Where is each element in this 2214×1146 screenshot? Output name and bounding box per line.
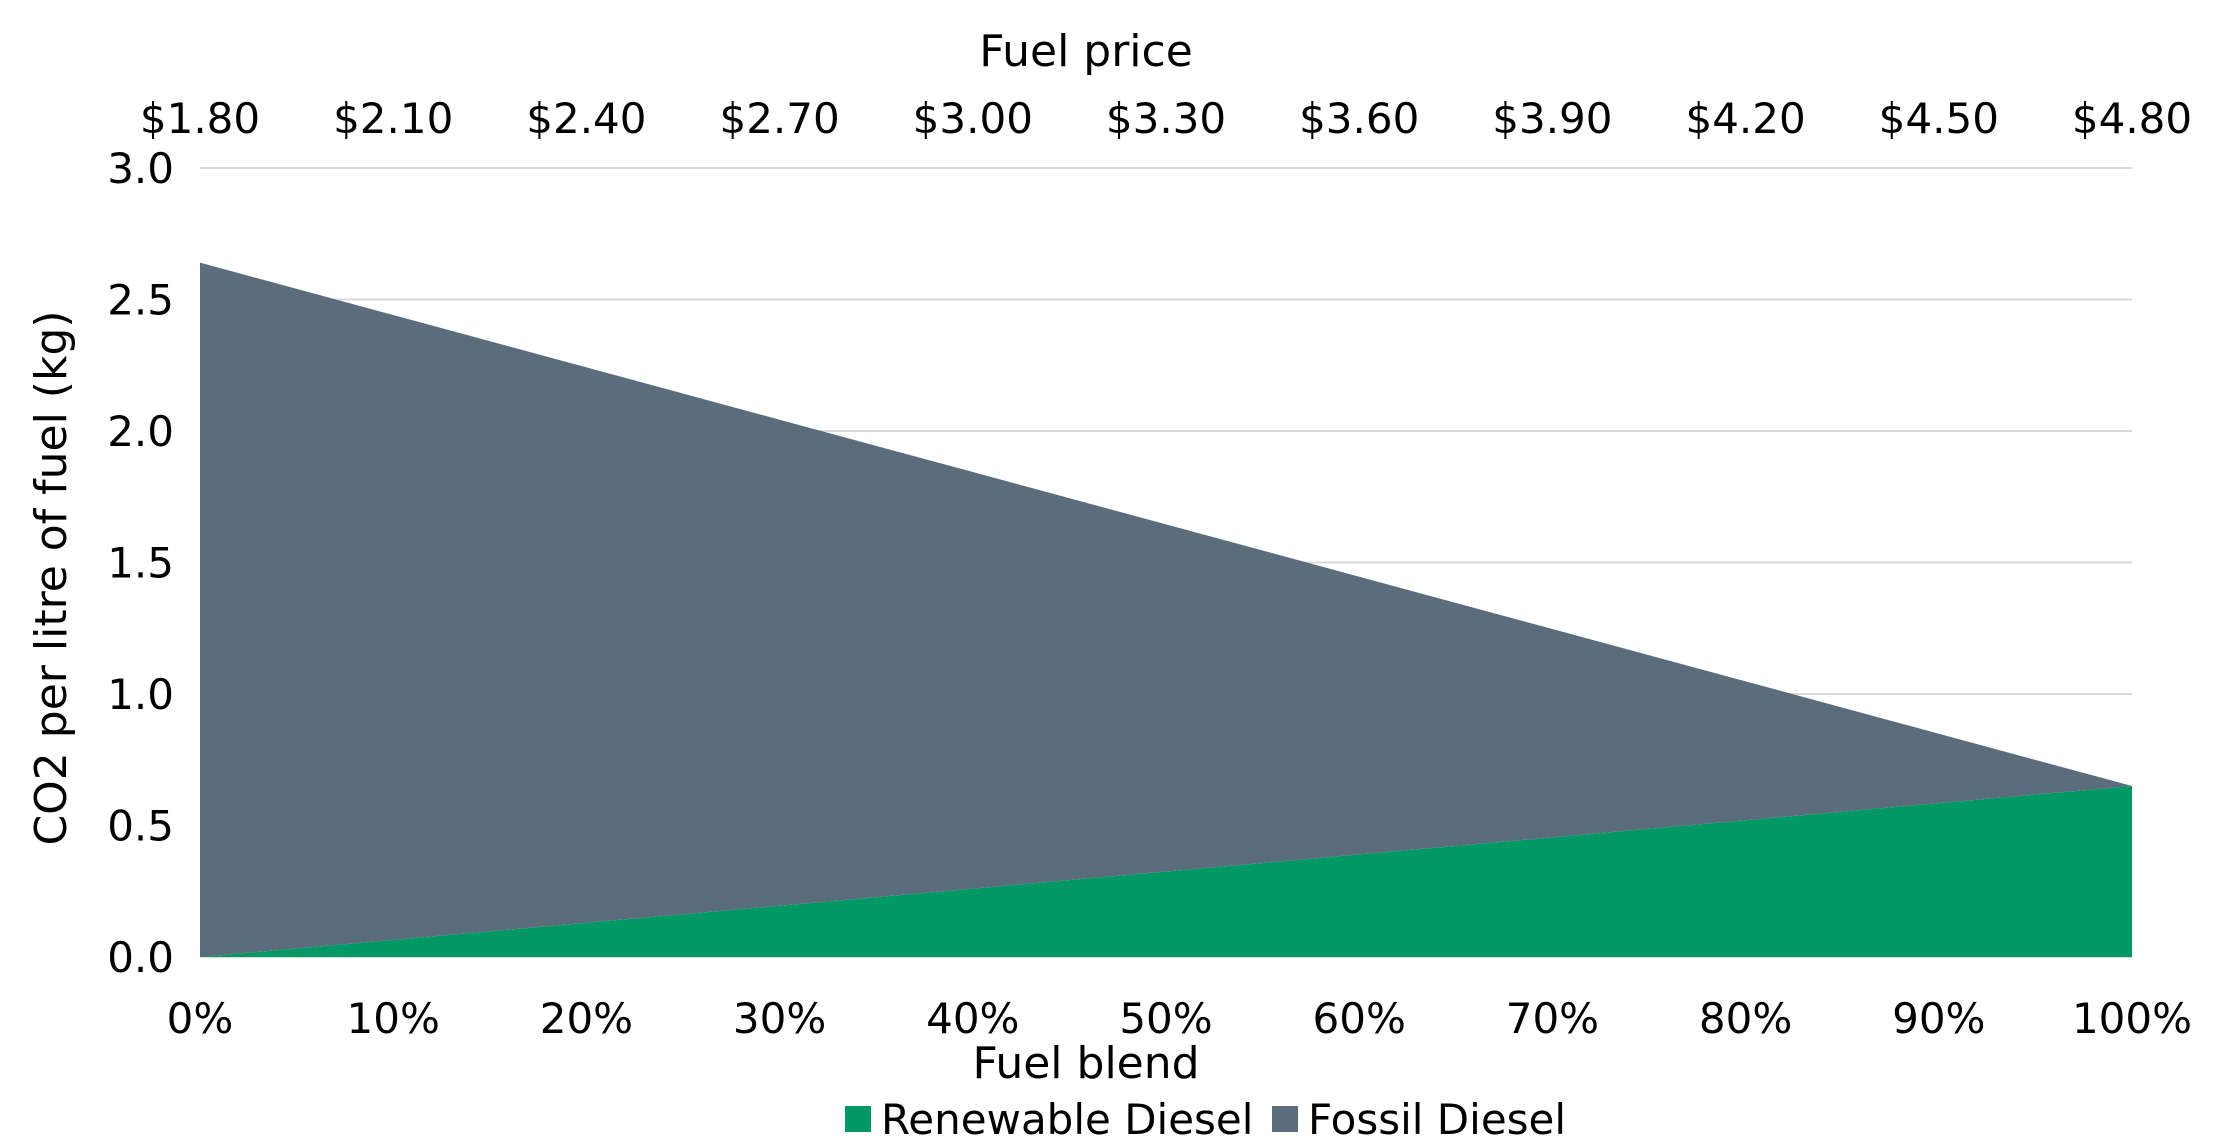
secondary-x-tick-labels: $1.80 $2.10 $2.40 $2.70 $3.00 $3.30 $3.60 $3.90… xyxy=(140,94,2192,143)
x-axis-title: Fuel blend xyxy=(972,1038,1199,1089)
y-tick-labels: 0.0 0.5 1.0 1.5 2.0 2.5 3.0 xyxy=(107,144,174,982)
plot-areas xyxy=(200,262,2132,957)
x-tick-label: 0% xyxy=(167,994,234,1043)
secondary-x-tick-label: $3.60 xyxy=(1299,94,1419,143)
y-tick-label: 2.5 xyxy=(107,276,174,325)
secondary-x-tick-label: $2.10 xyxy=(333,94,453,143)
secondary-x-tick-label: $4.50 xyxy=(1879,94,1999,143)
secondary-x-tick-label: $2.40 xyxy=(526,94,646,143)
area-fossil-diesel xyxy=(200,262,2132,957)
x-tick-label: 60% xyxy=(1313,994,1406,1043)
y-tick-label: 1.5 xyxy=(107,539,174,588)
secondary-x-tick-label: $3.00 xyxy=(913,94,1033,143)
legend-label: Renewable Diesel xyxy=(881,1095,1253,1144)
legend-swatch xyxy=(1272,1106,1298,1132)
x-tick-label: 80% xyxy=(1699,994,1792,1043)
secondary-x-tick-label: $4.80 xyxy=(2072,94,2192,143)
secondary-x-tick-label: $4.20 xyxy=(1685,94,1805,143)
x-tick-label: 10% xyxy=(347,994,440,1043)
x-tick-label: 90% xyxy=(1892,994,1985,1043)
secondary-x-axis-title: Fuel price xyxy=(979,26,1193,77)
secondary-x-tick-label: $2.70 xyxy=(719,94,839,143)
secondary-x-tick-label: $3.30 xyxy=(1106,94,1226,143)
secondary-x-tick-label: $1.80 xyxy=(140,94,260,143)
x-tick-label: 40% xyxy=(926,994,1019,1043)
x-tick-labels: 0% 10% 20% 30% 40% 50% 60% 70% 80% 90% 100% xyxy=(167,994,2192,1043)
y-tick-label: 3.0 xyxy=(107,144,174,193)
legend-label: Fossil Diesel xyxy=(1308,1095,1566,1144)
y-tick-label: 2.0 xyxy=(107,407,174,456)
secondary-x-tick-label: $3.90 xyxy=(1492,94,1612,143)
legend: Renewable Diesel Fossil Diesel xyxy=(845,1095,1566,1144)
legend-swatch xyxy=(845,1106,871,1132)
x-tick-label: 100% xyxy=(2072,994,2192,1043)
x-tick-label: 20% xyxy=(540,994,633,1043)
y-axis-title: CO2 per litre of fuel (kg) xyxy=(26,310,77,845)
y-tick-label: 1.0 xyxy=(107,670,174,719)
x-tick-label: 70% xyxy=(1506,994,1599,1043)
y-tick-label: 0.5 xyxy=(107,802,174,851)
x-tick-label: 50% xyxy=(1119,994,1212,1043)
y-tick-label: 0.0 xyxy=(107,933,174,982)
x-tick-label: 30% xyxy=(733,994,826,1043)
